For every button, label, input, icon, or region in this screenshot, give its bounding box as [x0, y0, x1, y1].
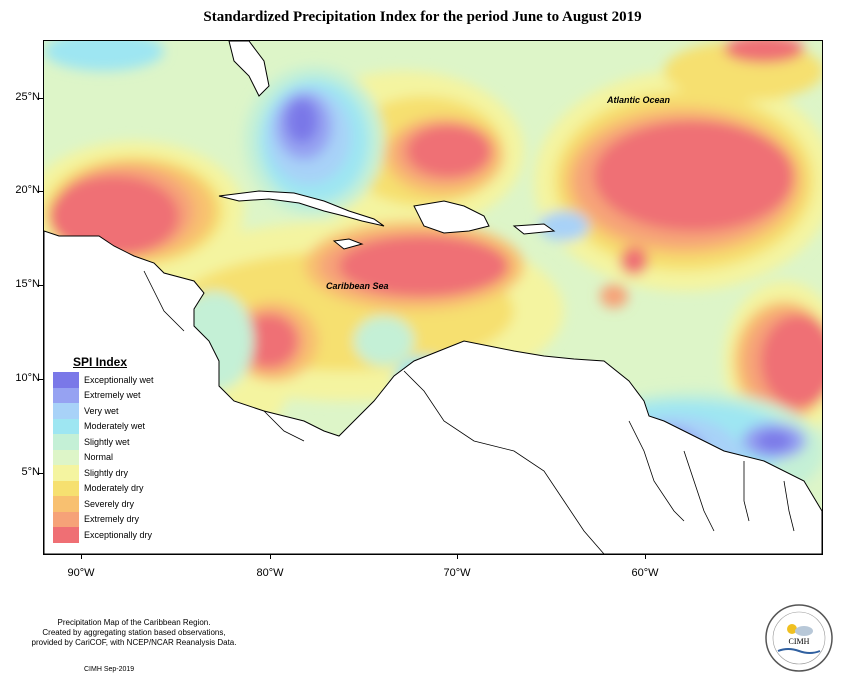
wave-icon — [777, 648, 821, 654]
spi-field — [44, 41, 822, 554]
legend-item: Slightly wet — [53, 434, 163, 450]
legend-label: Extremely dry — [84, 514, 140, 525]
legend-label: Slightly wet — [84, 436, 130, 447]
legend-item: Moderately dry — [53, 480, 163, 496]
map-title: Standardized Precipitation Index for the… — [203, 9, 642, 25]
y-tick-20n: 20°N — [15, 184, 40, 196]
footer-credit: CIMH Sep-2019 — [84, 666, 135, 673]
y-tick-15n: 15°N — [15, 278, 40, 290]
legend-label: Severely dry — [84, 498, 135, 509]
legend-swatch — [53, 496, 79, 512]
legend-item: Extremely dry — [53, 511, 163, 527]
x-tickmark — [270, 554, 271, 559]
x-tick-70w: 70°W — [443, 567, 471, 579]
y-tickmark — [38, 98, 43, 99]
y-tickmark — [38, 191, 43, 192]
cloud-icon — [795, 626, 813, 636]
legend-swatch — [53, 511, 79, 527]
footer-line-3: provided by CariCOF, with NCEP/NCAR Rean… — [31, 638, 237, 647]
footer-line-2: Created by aggregating station based obs… — [42, 628, 226, 637]
legend-label: Moderately wet — [84, 421, 146, 432]
legend-item: Slightly dry — [53, 465, 163, 481]
legend-item: Severely dry — [53, 496, 163, 512]
legend-label: Very wet — [84, 405, 119, 416]
legend-item: Very wet — [53, 403, 163, 419]
x-tick-90w: 90°W — [67, 567, 95, 579]
legend-label: Slightly dry — [84, 467, 129, 478]
footer-line-1: Precipitation Map of the Caribbean Regio… — [57, 618, 211, 627]
logo-text: CIMH — [789, 637, 810, 646]
legend-swatch — [53, 527, 79, 543]
legend-label: Exceptionally dry — [84, 529, 153, 540]
legend-swatch — [53, 387, 79, 403]
legend-swatch — [53, 449, 79, 465]
legend-swatch — [53, 403, 79, 419]
spi-map — [43, 40, 823, 555]
y-tickmark — [38, 473, 43, 474]
x-tick-60w: 60°W — [631, 567, 659, 579]
legend-item: Exceptionally dry — [53, 527, 163, 543]
x-tickmark — [645, 554, 646, 559]
sun-icon — [787, 624, 797, 634]
legend-item: Moderately wet — [53, 418, 163, 434]
y-tickmark — [38, 379, 43, 380]
spi-legend: SPI Index Exceptionally wet Extremely wet… — [53, 355, 163, 543]
legend-label: Exceptionally wet — [84, 374, 154, 385]
atlantic-ocean-label: Atlantic Ocean — [607, 95, 671, 105]
legend-swatch — [53, 418, 79, 434]
footer-description: Precipitation Map of the Caribbean Regio… — [14, 618, 254, 648]
cimh-logo: CIMH — [764, 603, 834, 673]
legend-label: Extremely wet — [84, 390, 141, 401]
legend-swatch — [53, 480, 79, 496]
x-tickmark — [457, 554, 458, 559]
y-tickmark — [38, 285, 43, 286]
y-tick-10n: 10°N — [15, 372, 40, 384]
legend-swatch — [53, 434, 79, 450]
legend-item: Normal — [53, 449, 163, 465]
borders — [143, 270, 795, 554]
landmasses — [44, 41, 822, 554]
legend-swatch — [53, 372, 79, 388]
y-tick-25n: 25°N — [15, 91, 40, 103]
x-tickmark — [81, 554, 82, 559]
x-tick-80w: 80°W — [256, 567, 284, 579]
legend-swatch — [53, 465, 79, 481]
legend-item: Exceptionally wet — [53, 372, 163, 388]
legend-title: SPI Index — [73, 355, 128, 369]
legend-item: Extremely wet — [53, 387, 163, 403]
legend-label: Moderately dry — [84, 483, 144, 494]
legend-label: Normal — [84, 452, 114, 463]
y-tick-5n: 5°N — [21, 466, 40, 478]
caribbean-sea-label: Caribbean Sea — [326, 281, 389, 291]
